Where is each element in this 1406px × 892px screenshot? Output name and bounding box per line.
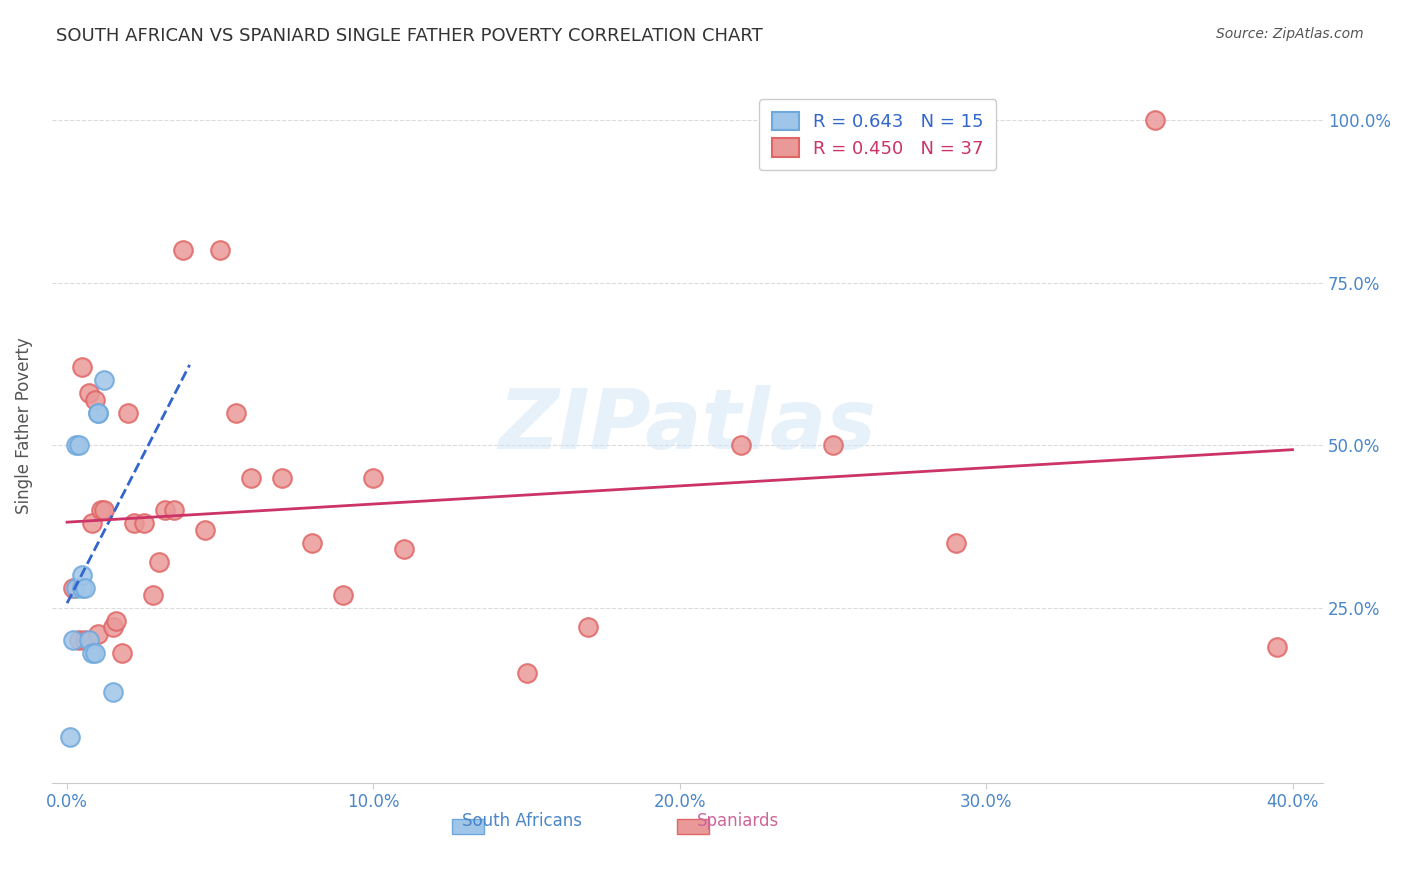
Point xyxy=(59,731,82,745)
Point xyxy=(75,581,97,595)
Point xyxy=(65,438,87,452)
Point xyxy=(101,620,124,634)
Point xyxy=(132,516,155,530)
FancyBboxPatch shape xyxy=(678,819,709,834)
Point xyxy=(72,360,94,375)
Point xyxy=(124,516,146,530)
Point xyxy=(392,542,415,557)
Point xyxy=(153,503,176,517)
Point xyxy=(332,588,354,602)
Point xyxy=(72,568,94,582)
Point xyxy=(65,581,87,595)
Point xyxy=(67,438,90,452)
Point xyxy=(148,555,170,569)
Point xyxy=(301,535,323,549)
Point xyxy=(225,406,247,420)
Point xyxy=(105,614,128,628)
Legend: R = 0.643   N = 15, R = 0.450   N = 37: R = 0.643 N = 15, R = 0.450 N = 37 xyxy=(759,99,997,170)
Point xyxy=(363,471,385,485)
Point xyxy=(86,406,108,420)
Point xyxy=(821,438,844,452)
Y-axis label: Single Father Poverty: Single Father Poverty xyxy=(15,337,32,514)
Text: Spaniards: Spaniards xyxy=(697,812,779,830)
Point xyxy=(1265,640,1288,654)
Point xyxy=(270,471,292,485)
Text: Source: ZipAtlas.com: Source: ZipAtlas.com xyxy=(1216,27,1364,41)
Point xyxy=(80,646,103,660)
Point xyxy=(86,406,108,420)
Point xyxy=(209,244,232,258)
Point xyxy=(90,503,112,517)
Point xyxy=(62,581,84,595)
Point xyxy=(516,665,538,680)
Point xyxy=(945,535,967,549)
Point xyxy=(75,633,97,648)
Text: ZIPatlas: ZIPatlas xyxy=(499,385,876,467)
FancyBboxPatch shape xyxy=(453,819,484,834)
Point xyxy=(239,471,262,485)
Point xyxy=(142,588,165,602)
Text: South Africans: South Africans xyxy=(463,812,582,830)
Point xyxy=(117,406,139,420)
Point xyxy=(67,633,90,648)
Point xyxy=(173,244,195,258)
Point xyxy=(86,626,108,640)
Point xyxy=(1143,113,1166,128)
Point xyxy=(93,503,115,517)
Point xyxy=(93,373,115,387)
Point xyxy=(101,685,124,699)
Point xyxy=(77,386,100,401)
Point xyxy=(111,646,134,660)
Point xyxy=(576,620,599,634)
Point xyxy=(83,392,105,407)
Point xyxy=(163,503,186,517)
Point xyxy=(83,646,105,660)
Point xyxy=(62,633,84,648)
Point xyxy=(72,581,94,595)
Text: SOUTH AFRICAN VS SPANIARD SINGLE FATHER POVERTY CORRELATION CHART: SOUTH AFRICAN VS SPANIARD SINGLE FATHER … xyxy=(56,27,763,45)
Point xyxy=(77,633,100,648)
Point xyxy=(194,523,217,537)
Point xyxy=(730,438,752,452)
Point xyxy=(80,516,103,530)
